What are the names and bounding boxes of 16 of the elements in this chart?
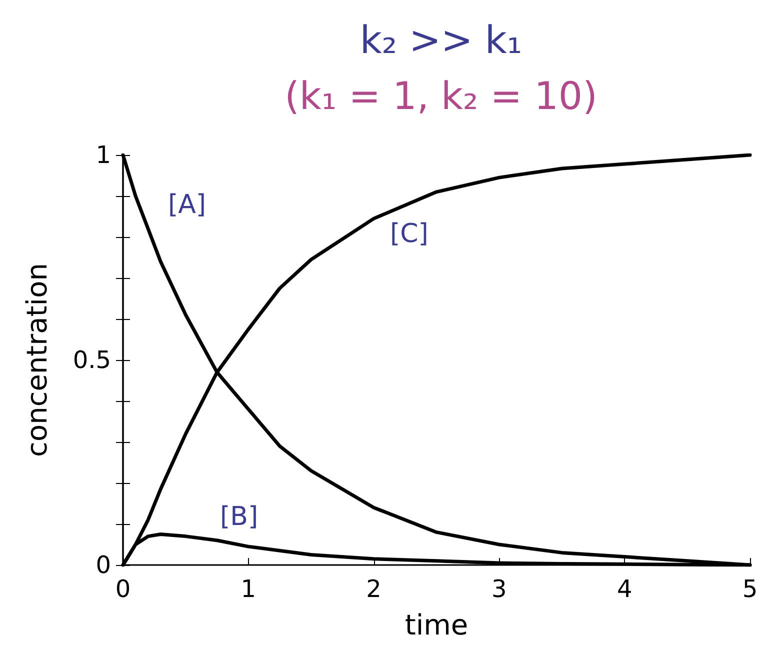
y-tick-label: 0.5 <box>72 346 111 374</box>
y-tick-label: 1 <box>96 141 111 169</box>
chart-title: k₂ >> k₁ <box>360 18 522 62</box>
x-tick-label: 0 <box>115 575 131 603</box>
annotation: [B] <box>220 502 258 532</box>
x-axis-title: time <box>404 608 468 642</box>
x-tick-label: 3 <box>492 575 507 603</box>
x-tick-label: 2 <box>366 575 382 603</box>
annotation: [C] <box>390 219 428 249</box>
x-tick-label: 1 <box>240 575 256 603</box>
y-tick-label: 0 <box>96 551 111 579</box>
chart-subtitle: (k₁ = 1, k₂ = 10) <box>284 74 598 118</box>
x-tick-label: 4 <box>616 575 632 603</box>
y-axis-title: concentration <box>20 263 54 457</box>
x-tick-label: 5 <box>742 575 758 603</box>
annotation: [A] <box>168 190 206 220</box>
